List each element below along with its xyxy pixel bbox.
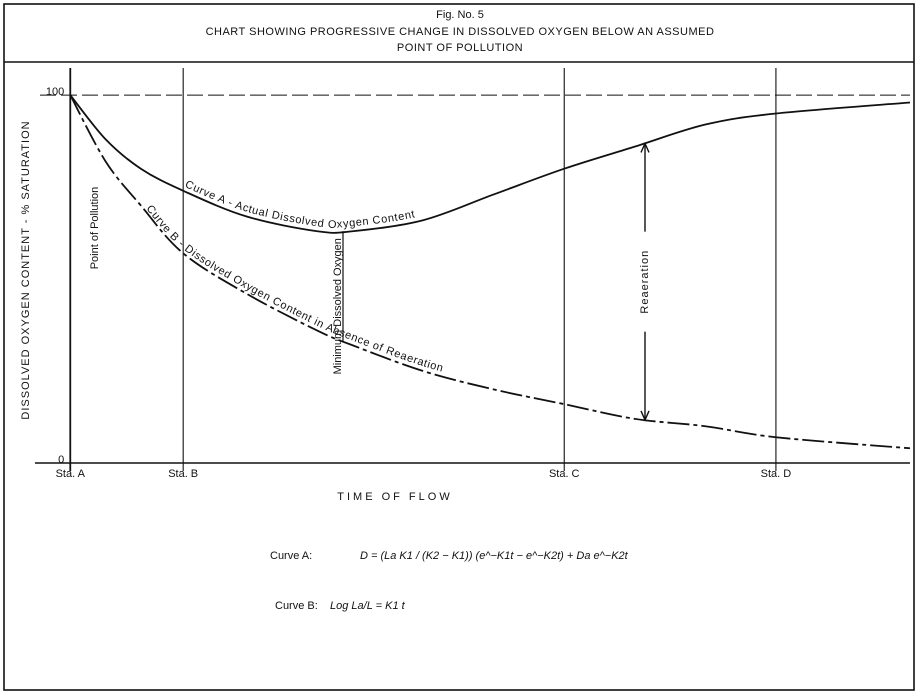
line-series [69,94,911,450]
annotation: Point of Pollution [89,187,101,270]
line-series [69,94,911,234]
annotation: Reaeration [639,250,651,314]
series-label-path: Curve A - Actual Dissolved Oxygen Conten… [183,178,416,231]
x-tick-label: Sta. D [761,468,792,480]
x-tick-label: Sta. C [549,468,580,480]
arrow-head [640,141,650,153]
y-axis-label: DISSOLVED OXYGEN CONTENT - % SATURATION [20,120,32,419]
formula-label: Curve A: [270,550,312,562]
series-label-path: Curve B - Dissolved Oxygen Content in Ab… [144,203,445,375]
annotation: Minimum Dissolved Oxygen [332,238,344,374]
frame [3,3,915,691]
x-axis-label: TIME OF FLOW [337,491,452,503]
y-tick-label: 100 [46,86,64,98]
x-tick-label: Sta. A [56,468,86,480]
label-bg [637,231,653,332]
y-tick-label: 0 [58,454,64,466]
chart-subtitle: CHART SHOWING PROGRESSIVE CHANGE IN DISS… [206,26,715,38]
arrow-head [640,410,650,422]
series-label: Curve A - Actual Dissolved Oxygen Conten… [183,178,416,231]
formula: D = (La K1 / (K2 − K1)) (e^−K1t − e^−K2t… [360,550,629,562]
formula-label: Curve B: [275,600,318,612]
chart-title: Fig. No. 5 [436,9,484,21]
x-tick-label: Sta. B [168,468,198,480]
series-label: Curve B - Dissolved Oxygen Content in Ab… [144,203,445,375]
chart-subtitle: POINT OF POLLUTION [397,42,523,54]
formula: Log La/L = K1 t [330,600,406,612]
